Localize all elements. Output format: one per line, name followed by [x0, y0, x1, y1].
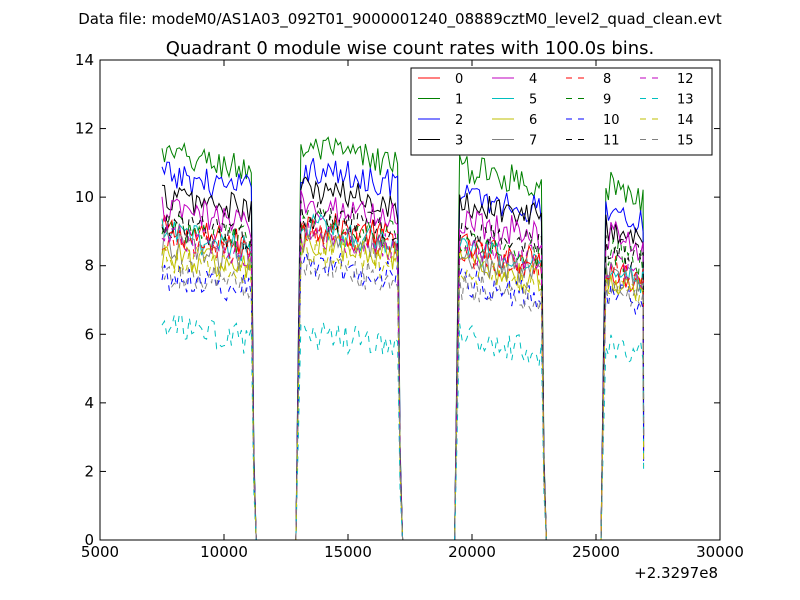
x-offset-label: +2.3297e8 [634, 564, 718, 582]
legend-label-9: 9 [603, 93, 611, 108]
suptitle: Data file: modeM0/AS1A03_092T01_90000012… [78, 10, 722, 29]
chart-title: Quadrant 0 module wise count rates with … [166, 38, 655, 59]
y-tick-label: 0 [84, 531, 94, 549]
series-line-11 [161, 200, 645, 540]
series-line-14 [161, 239, 645, 540]
series-line-3 [161, 176, 645, 540]
plot-frame [99, 59, 721, 541]
legend-label-5: 5 [529, 93, 537, 108]
legend-box [410, 67, 713, 156]
y-tick-label: 12 [75, 120, 94, 138]
legend-label-4: 4 [529, 72, 537, 87]
legend-label-1: 1 [455, 93, 463, 108]
y-tick-label: 14 [75, 51, 94, 69]
x-tick-label: 15000 [324, 543, 372, 561]
legend-label-15: 15 [677, 134, 694, 149]
y-tick-label: 6 [84, 325, 94, 343]
x-tick-label: 20000 [448, 543, 496, 561]
y-tick-label: 10 [75, 188, 94, 206]
legend-label-12: 12 [677, 72, 694, 87]
series-line-1 [161, 136, 645, 540]
legend-label-8: 8 [603, 72, 611, 87]
series-line-12 [161, 220, 645, 540]
x-tick-label: 10000 [200, 543, 248, 561]
series-line-15 [161, 252, 645, 540]
y-tick-label: 2 [84, 462, 94, 480]
series-line-10 [161, 252, 645, 540]
series-line-7 [161, 222, 645, 540]
x-tick-label: 25000 [572, 543, 620, 561]
legend-label-0: 0 [455, 72, 463, 87]
series-layer [161, 136, 645, 540]
y-tick-label: 8 [84, 257, 94, 275]
legend-label-2: 2 [455, 113, 463, 128]
legend-label-3: 3 [455, 134, 463, 149]
legend-label-6: 6 [529, 113, 537, 128]
legend-label-10: 10 [603, 113, 620, 128]
legend-label-14: 14 [677, 113, 694, 128]
legend-label-11: 11 [603, 134, 620, 149]
x-tick-label: 5000 [81, 543, 119, 561]
legend-label-13: 13 [677, 93, 694, 108]
y-tick-label: 4 [84, 394, 94, 412]
series-line-2 [161, 158, 645, 540]
legend-label-7: 7 [529, 134, 537, 149]
x-tick-label: 30000 [696, 543, 744, 561]
